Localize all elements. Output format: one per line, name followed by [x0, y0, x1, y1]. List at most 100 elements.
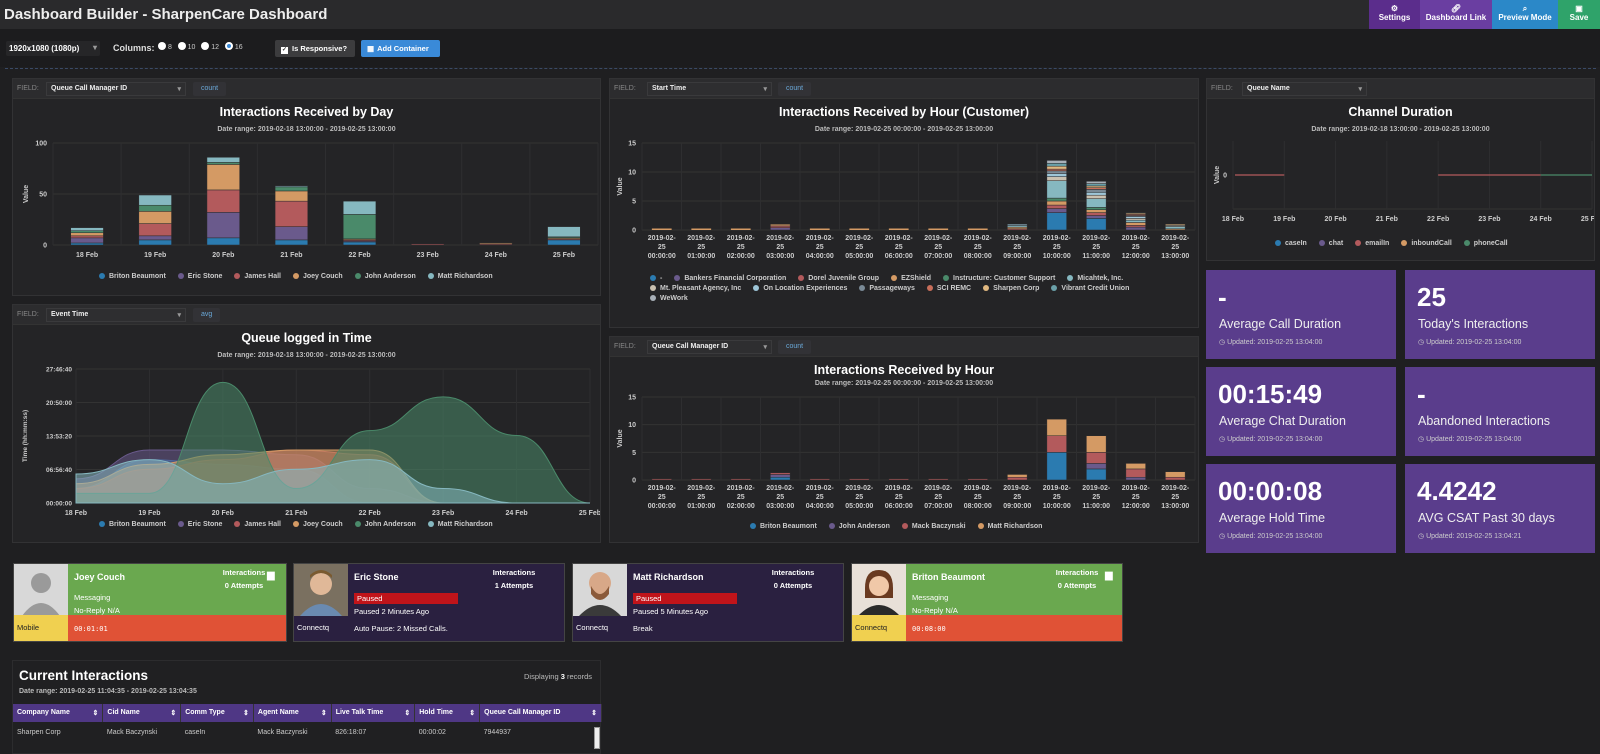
agent-card-briton-beaumont[interactable]: Briton Beaumont Interactions 0 Attempts ▆… [851, 563, 1123, 642]
bar-segment[interactable] [274, 185, 309, 188]
legend-item[interactable]: On Location Experiences [753, 284, 847, 294]
bar-segment[interactable] [1086, 435, 1107, 453]
bar-segment[interactable] [1046, 204, 1067, 209]
bar-segment[interactable] [206, 189, 240, 213]
bar-segment[interactable] [138, 194, 172, 206]
save-button[interactable]: ▣ Save [1558, 0, 1600, 29]
bar-segment[interactable] [1165, 476, 1186, 481]
legend-item[interactable]: WeWork [650, 294, 688, 304]
column-radio-16[interactable]: 16 [224, 42, 243, 51]
bar-segment[interactable] [1086, 194, 1107, 199]
bar-segment[interactable] [1046, 160, 1067, 164]
sort-icon[interactable]: ⇕ [591, 710, 597, 717]
bar-segment[interactable] [770, 223, 791, 227]
bar-segment[interactable] [1086, 218, 1107, 231]
bar-segment[interactable] [1086, 185, 1107, 188]
bar-segment[interactable] [849, 478, 870, 481]
table-column-header[interactable]: Comm Type ⇕ [180, 704, 254, 722]
column-radio-10[interactable]: 10 [177, 42, 195, 51]
field-select[interactable]: Event Time [46, 308, 186, 322]
bar-segment[interactable] [1086, 189, 1107, 193]
legend-item[interactable]: Passageways [859, 284, 915, 294]
bar-segment[interactable] [770, 225, 791, 228]
bar-segment[interactable] [888, 478, 909, 481]
legend-item[interactable]: Eric Stone [177, 521, 222, 528]
bar-segment[interactable] [138, 211, 172, 224]
legend-item[interactable]: Sharpen Corp [983, 284, 1039, 294]
bar-segment[interactable] [547, 239, 581, 246]
bar-segment[interactable] [70, 227, 104, 231]
legend-item[interactable]: Matt Richardson [427, 273, 493, 280]
bar-segment[interactable] [1086, 183, 1107, 187]
table-column-header[interactable]: Cid Name ⇕ [102, 704, 182, 722]
legend-item[interactable]: Eric Stone [177, 273, 222, 280]
bar-segment[interactable] [274, 190, 309, 202]
bar-segment[interactable] [1007, 474, 1028, 478]
preview-mode-button[interactable]: ⌕ Preview Mode [1492, 0, 1558, 29]
table-row[interactable]: Sharpen Corp Mack Baczynski caseIn Mack Bac… [13, 722, 602, 743]
legend-item[interactable]: James Hall [234, 521, 281, 528]
bar-segment[interactable] [1046, 418, 1067, 436]
bar-segment[interactable] [1046, 452, 1067, 481]
bar-segment[interactable] [1086, 192, 1107, 196]
legend-item[interactable]: John Anderson [828, 523, 890, 530]
legend-item[interactable]: inboundCall [1401, 240, 1452, 247]
bar-segment[interactable] [1125, 212, 1146, 214]
legend-item[interactable]: Bankers Financial Corporation [674, 274, 786, 284]
bar-segment[interactable] [928, 478, 949, 481]
bar-segment[interactable] [770, 476, 791, 481]
bar-segment[interactable] [1007, 476, 1028, 481]
bar-segment[interactable] [1086, 181, 1107, 184]
bar-segment[interactable] [1046, 165, 1067, 170]
bar-segment[interactable] [1086, 463, 1107, 470]
aggregation-tag[interactable]: avg [193, 308, 221, 322]
bar-segment[interactable] [1086, 215, 1107, 219]
bar-segment[interactable] [1007, 225, 1028, 228]
dashboard-link-button[interactable]: 🔗︎ Dashboard Link [1420, 0, 1492, 29]
bar-segment[interactable] [1165, 471, 1186, 478]
agent-card-eric-stone[interactable]: Eric Stone Interactions 1 Attempts Paused… [293, 563, 565, 642]
bar-segment[interactable] [1086, 187, 1107, 190]
bar-segment[interactable] [70, 242, 104, 246]
bar-segment[interactable] [1046, 173, 1067, 177]
bar-segment[interactable] [479, 242, 513, 245]
legend-item[interactable]: Mt. Pleasant Agency, Inc [650, 284, 741, 294]
bar-segment[interactable] [1046, 212, 1067, 231]
table-scrollbar[interactable] [594, 727, 600, 749]
legend-item[interactable]: Matt Richardson [977, 523, 1042, 530]
bar-segment[interactable] [1046, 208, 1067, 213]
legend-item[interactable]: phoneCall [1463, 240, 1508, 247]
bar-segment[interactable] [206, 237, 240, 246]
bar-segment[interactable] [1125, 219, 1146, 223]
bar-segment[interactable] [1125, 468, 1146, 478]
legend-item[interactable]: James Hall [234, 273, 281, 280]
bar-segment[interactable] [1125, 226, 1146, 231]
bar-segment[interactable] [206, 164, 240, 191]
bar-segment[interactable] [274, 239, 309, 246]
bar-segment[interactable] [730, 478, 751, 481]
bar-segment[interactable] [1046, 197, 1067, 202]
bar-segment[interactable] [1165, 223, 1186, 226]
bar-segment[interactable] [1046, 170, 1067, 174]
aggregation-tag[interactable]: count [778, 82, 812, 96]
legend-item[interactable]: Dorel Juvenile Group [798, 274, 879, 284]
bar-segment[interactable] [1046, 180, 1067, 199]
sort-icon[interactable]: ⇕ [469, 710, 476, 717]
resolution-select[interactable]: 1920x1080 (1080p) ▾ [6, 41, 100, 56]
bar-segment[interactable] [1165, 226, 1186, 230]
add-container-button[interactable]: ▦ Add Container [361, 40, 440, 57]
legend-item[interactable]: EZShield [891, 274, 931, 284]
aggregation-tag[interactable]: count [193, 82, 227, 96]
legend-item[interactable]: Briton Beaumont [99, 521, 166, 528]
bar-segment[interactable] [70, 237, 104, 244]
bar-segment[interactable] [274, 226, 309, 241]
bar-segment[interactable] [1125, 216, 1146, 219]
bar-segment[interactable] [70, 230, 104, 234]
field-select[interactable]: Queue Name [1242, 82, 1367, 96]
bar-segment[interactable] [1125, 218, 1146, 221]
bar-segment[interactable] [1086, 209, 1107, 213]
bar-segment[interactable] [274, 186, 309, 192]
sort-icon[interactable]: ⇕ [404, 710, 411, 717]
bar-segment[interactable] [1086, 207, 1107, 210]
table-column-header[interactable]: Agent Name ⇕ [253, 704, 332, 722]
